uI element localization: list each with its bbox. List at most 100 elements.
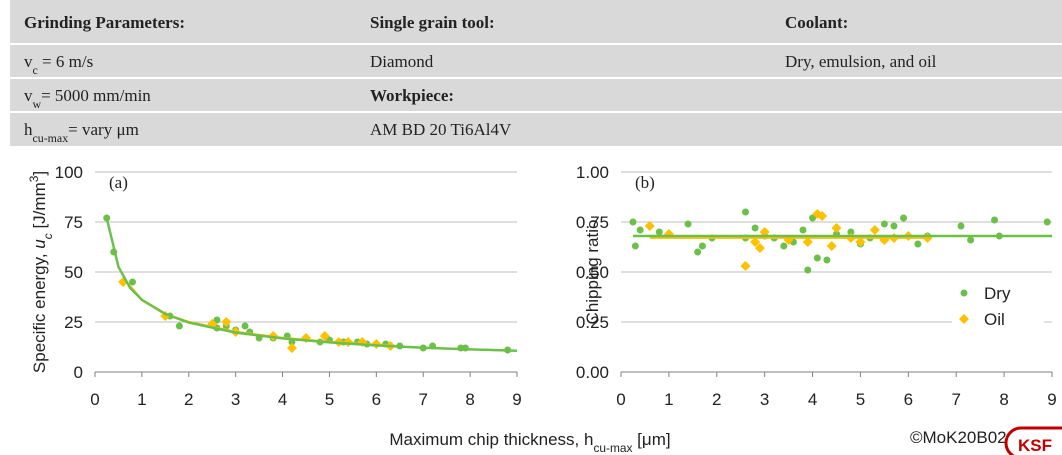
point [742,208,750,216]
text-part: v [24,86,33,105]
header-line: hcu-max= vary μm [24,120,139,145]
x-tick-label: 4 [278,390,287,409]
point [751,224,759,232]
y-tick-label: 25 [64,313,83,332]
x-tick-label: 1 [137,390,146,409]
text-part: c [41,233,55,239]
x-tick-label: 5 [856,390,865,409]
point [319,331,330,341]
header-title: Grinding Parameters: [24,13,185,32]
point [813,254,821,262]
text-part: = 5000 mm/min [41,86,151,105]
point [847,228,855,236]
text-part: [μm] [632,430,670,449]
text-part: cu-max [33,131,69,145]
point [890,222,898,230]
y-tick-label: 0.25 [576,313,609,332]
legend-marker [959,314,969,324]
point [826,241,837,251]
point [780,242,788,250]
point [799,226,807,234]
x-tick-label: 7 [418,390,427,409]
text-part: u [30,239,49,249]
x-tick-label: 9 [512,390,521,409]
header-line: Workpiece: [370,86,454,105]
x-tick-label: 8 [999,390,1008,409]
header-band [10,45,1062,77]
point [750,237,761,247]
point [636,226,644,234]
point [880,220,888,228]
legend-marker [960,289,968,297]
header-band [10,79,1062,111]
point [855,237,866,247]
point [759,227,770,237]
point [831,223,842,233]
header-line: vw= 5000 mm/min [24,86,151,111]
point [213,316,221,324]
x-tick-label: 3 [231,390,240,409]
header-line: vc = 6 m/s [24,52,93,77]
x-axis-label: Maximum chip thickness, hcu-max [μm] [389,430,670,455]
point [655,228,663,236]
x-tick-label: 6 [372,390,381,409]
x-tick-label: 4 [808,390,817,409]
point [809,214,817,222]
point [869,225,880,235]
point [631,242,639,250]
point [698,242,706,250]
text-part: v [24,52,33,71]
point [286,343,297,353]
y-axis-label: Chipping ratio [583,220,602,325]
x-tick-label: 0 [616,390,625,409]
y-tick-label: 1.00 [576,163,609,182]
point [991,216,999,224]
text-part: Specific energy, [30,249,49,373]
x-tick-label: 3 [760,390,769,409]
point [817,211,828,221]
point [644,221,655,231]
text-part: h [24,120,33,139]
point [694,248,702,256]
text-part: c [33,63,38,77]
copyright: ©MoK20B020 [910,428,1016,447]
legend-label: Oil [984,310,1005,329]
point [900,214,908,222]
text-part: w [33,97,42,111]
header-line: Diamond [370,52,434,71]
text-part: Maximum chip thickness, h [389,430,593,449]
text-part: Dry, emulsion, and oil [785,52,937,71]
text-part: Workpiece: [370,86,454,105]
panel-label: (b) [635,173,655,192]
legend-label: Dry [984,284,1011,303]
point [175,322,183,330]
text-part: cu-max [593,441,632,455]
x-tick-label: 9 [1047,390,1056,409]
text-part: AM BD 20 Ti6Al4V [370,120,512,139]
y-tick-label: 0.00 [576,363,609,382]
y-axis-label: Specific energy, uc [J/mm3] [27,171,55,373]
x-tick-label: 2 [184,390,193,409]
y-tick-label: 50 [64,263,83,282]
point [957,222,965,230]
fit-line [105,217,518,353]
x-tick-label: 1 [664,390,673,409]
point [629,218,637,226]
header-band [10,0,1062,43]
header-line: AM BD 20 Ti6Al4V [370,120,512,139]
point [914,240,922,248]
x-tick-label: 5 [325,390,334,409]
x-tick-label: 8 [465,390,474,409]
logo: KSF [1018,436,1052,455]
text-part: ] [30,171,49,176]
text-part: Diamond [370,52,434,71]
point [802,237,813,247]
header-line: Dry, emulsion, and oil [785,52,937,71]
point [823,256,831,264]
y-tick-label: 75 [64,213,83,232]
panel-label: (a) [109,173,128,192]
x-tick-label: 2 [712,390,721,409]
y-tick-label: 0 [74,363,83,382]
text-part: [J/mm [30,182,49,233]
